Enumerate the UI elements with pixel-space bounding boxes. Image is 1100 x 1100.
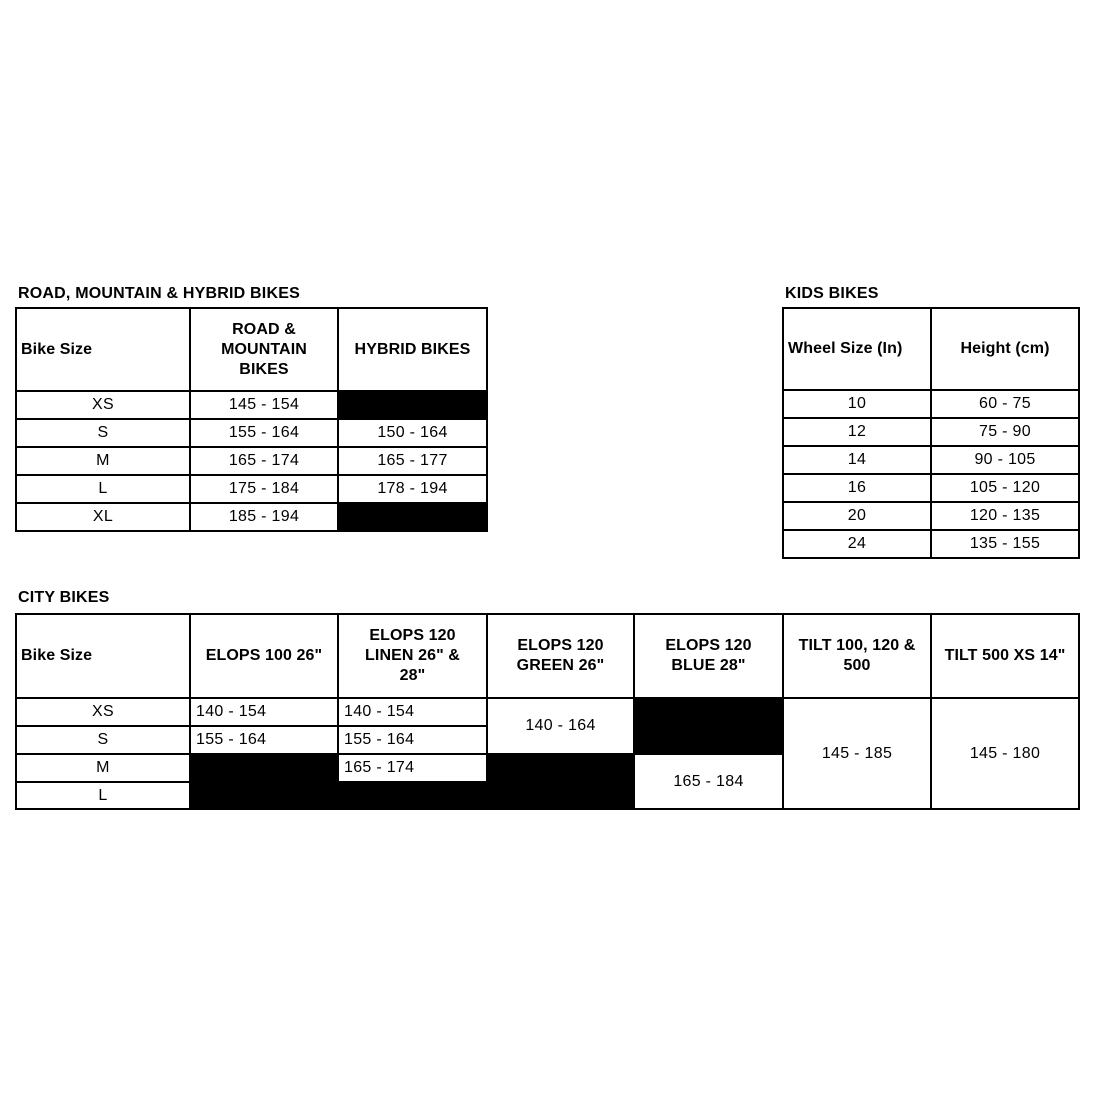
city-bikes-table: Bike Size ELOPS 100 26" ELOPS 120 LINEN … (15, 613, 1080, 810)
height-range-cell: 140 - 164 (486, 697, 635, 755)
height-range-cell: 155 - 164 (189, 418, 339, 448)
wheel-size-cell: 12 (782, 417, 932, 447)
wheel-size-cell: 24 (782, 529, 932, 559)
table-row: XL 185 - 194 (15, 502, 488, 532)
size-label-cell: L (15, 474, 191, 504)
header-row: Wheel Size (In) Height (cm) (782, 307, 1080, 391)
height-range-cell: 145 - 154 (189, 390, 339, 420)
height-range-cell: 145 - 180 (930, 697, 1080, 810)
table-row: 20 120 - 135 (782, 501, 1080, 531)
col-header-elops-100: ELOPS 100 26" (189, 613, 339, 699)
col-header-road-mountain-bikes: ROAD & MOUNTAIN BIKES (189, 307, 339, 392)
size-label-cell: M (15, 753, 191, 783)
col-header-tilt-100-120-500: TILT 100, 120 & 500 (782, 613, 932, 699)
table-row: S 155 - 164 150 - 164 (15, 418, 488, 448)
table-row: L 175 - 184 178 - 194 (15, 474, 488, 504)
col-header-tilt-500-xs: TILT 500 XS 14" (930, 613, 1080, 699)
unavailable-cell (337, 502, 488, 532)
kids-bikes-title: KIDS BIKES (785, 285, 879, 302)
wheel-size-cell: 14 (782, 445, 932, 475)
table-row: M 165 - 174 165 - 184 (15, 753, 1079, 810)
wheel-size-cell: 10 (782, 389, 932, 419)
wheel-size-cell: 20 (782, 501, 932, 531)
size-label-cell: L (15, 781, 191, 810)
col-header-bike-size: Bike Size (15, 613, 191, 699)
size-label-cell: S (15, 725, 191, 755)
size-label-cell: XL (15, 502, 191, 532)
table-row: 14 90 - 105 (782, 445, 1080, 475)
height-range-cell: 175 - 184 (189, 474, 339, 504)
road-mountain-hybrid-title: ROAD, MOUNTAIN & HYBRID BIKES (18, 285, 300, 302)
kids-bikes-table: Wheel Size (In) Height (cm) 10 60 - 75 1… (782, 307, 1080, 559)
height-range-cell: 165 - 174 (337, 753, 488, 783)
unavailable-cell (486, 753, 635, 810)
col-header-height: Height (cm) (930, 307, 1080, 391)
table-row: 16 105 - 120 (782, 473, 1080, 503)
height-range-cell: 75 - 90 (930, 417, 1080, 447)
col-header-elops-120-linen: ELOPS 120 LINEN 26" & 28" (337, 613, 488, 699)
size-label-cell: S (15, 418, 191, 448)
size-label-cell: XS (15, 697, 191, 727)
height-range-cell: 165 - 177 (337, 446, 488, 476)
table-row: XS 140 - 154 140 - 154 140 - 164 145 - 1… (15, 697, 1080, 810)
height-range-cell: 155 - 164 (189, 725, 339, 755)
wheel-size-cell: 16 (782, 473, 932, 503)
road-mountain-hybrid-table: Bike Size ROAD & MOUNTAIN BIKES HYBRID B… (15, 307, 488, 532)
height-range-cell: 120 - 135 (930, 501, 1080, 531)
height-range-cell: 150 - 164 (337, 418, 488, 448)
table-row: M 165 - 174 165 - 177 (15, 446, 488, 476)
col-header-elops-120-blue: ELOPS 120 BLUE 28" (633, 613, 784, 699)
unavailable-cell (337, 781, 488, 810)
table-row: 24 135 - 155 (782, 529, 1080, 559)
city-bikes-title: CITY BIKES (18, 589, 110, 606)
height-range-cell: 105 - 120 (930, 473, 1080, 503)
height-range-cell: 165 - 184 (633, 753, 784, 810)
col-header-wheel-size: Wheel Size (In) (782, 307, 932, 391)
unavailable-cell (337, 390, 488, 420)
height-range-cell: 165 - 174 (189, 446, 339, 476)
table-row: L (15, 781, 1079, 810)
header-row: Bike Size ROAD & MOUNTAIN BIKES HYBRID B… (15, 307, 488, 392)
header-row: Bike Size ELOPS 100 26" ELOPS 120 LINEN … (15, 613, 1080, 699)
table-row: 12 75 - 90 (782, 417, 1080, 447)
col-header-bike-size: Bike Size (15, 307, 191, 392)
unavailable-cell (633, 697, 784, 755)
unavailable-cell (189, 753, 339, 810)
height-range-cell: 90 - 105 (930, 445, 1080, 475)
table-row: XS 145 - 154 (15, 390, 488, 420)
height-range-cell: 140 - 154 (189, 697, 339, 727)
height-range-cell: 185 - 194 (189, 502, 339, 532)
col-header-hybrid-bikes: HYBRID BIKES (337, 307, 488, 392)
table-row: 10 60 - 75 (782, 389, 1080, 419)
height-range-cell: 135 - 155 (930, 529, 1080, 559)
size-label-cell: M (15, 446, 191, 476)
height-range-cell: 155 - 164 (337, 725, 488, 755)
height-range-cell: 145 - 185 (782, 697, 932, 810)
size-label-cell: XS (15, 390, 191, 420)
col-header-elops-120-green: ELOPS 120 GREEN 26" (486, 613, 635, 699)
height-range-cell: 60 - 75 (930, 389, 1080, 419)
height-range-cell: 140 - 154 (337, 697, 488, 727)
table-row: S 155 - 164 155 - 164 (15, 725, 1079, 755)
height-range-cell: 178 - 194 (337, 474, 488, 504)
